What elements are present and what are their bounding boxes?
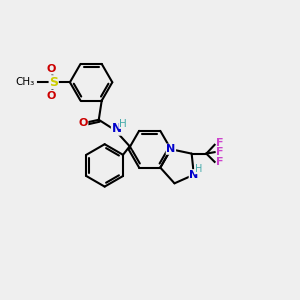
Text: F: F [216,147,223,157]
Text: N: N [111,122,122,135]
Text: O: O [79,118,88,128]
Text: O: O [47,91,56,100]
Text: H: H [195,164,202,174]
Text: CH₃: CH₃ [15,77,34,87]
Text: H: H [119,118,127,129]
Text: N: N [166,144,176,154]
Text: S: S [49,76,58,89]
Text: N: N [189,170,199,180]
Text: F: F [216,138,223,148]
Text: O: O [47,64,56,74]
Text: F: F [216,158,223,167]
